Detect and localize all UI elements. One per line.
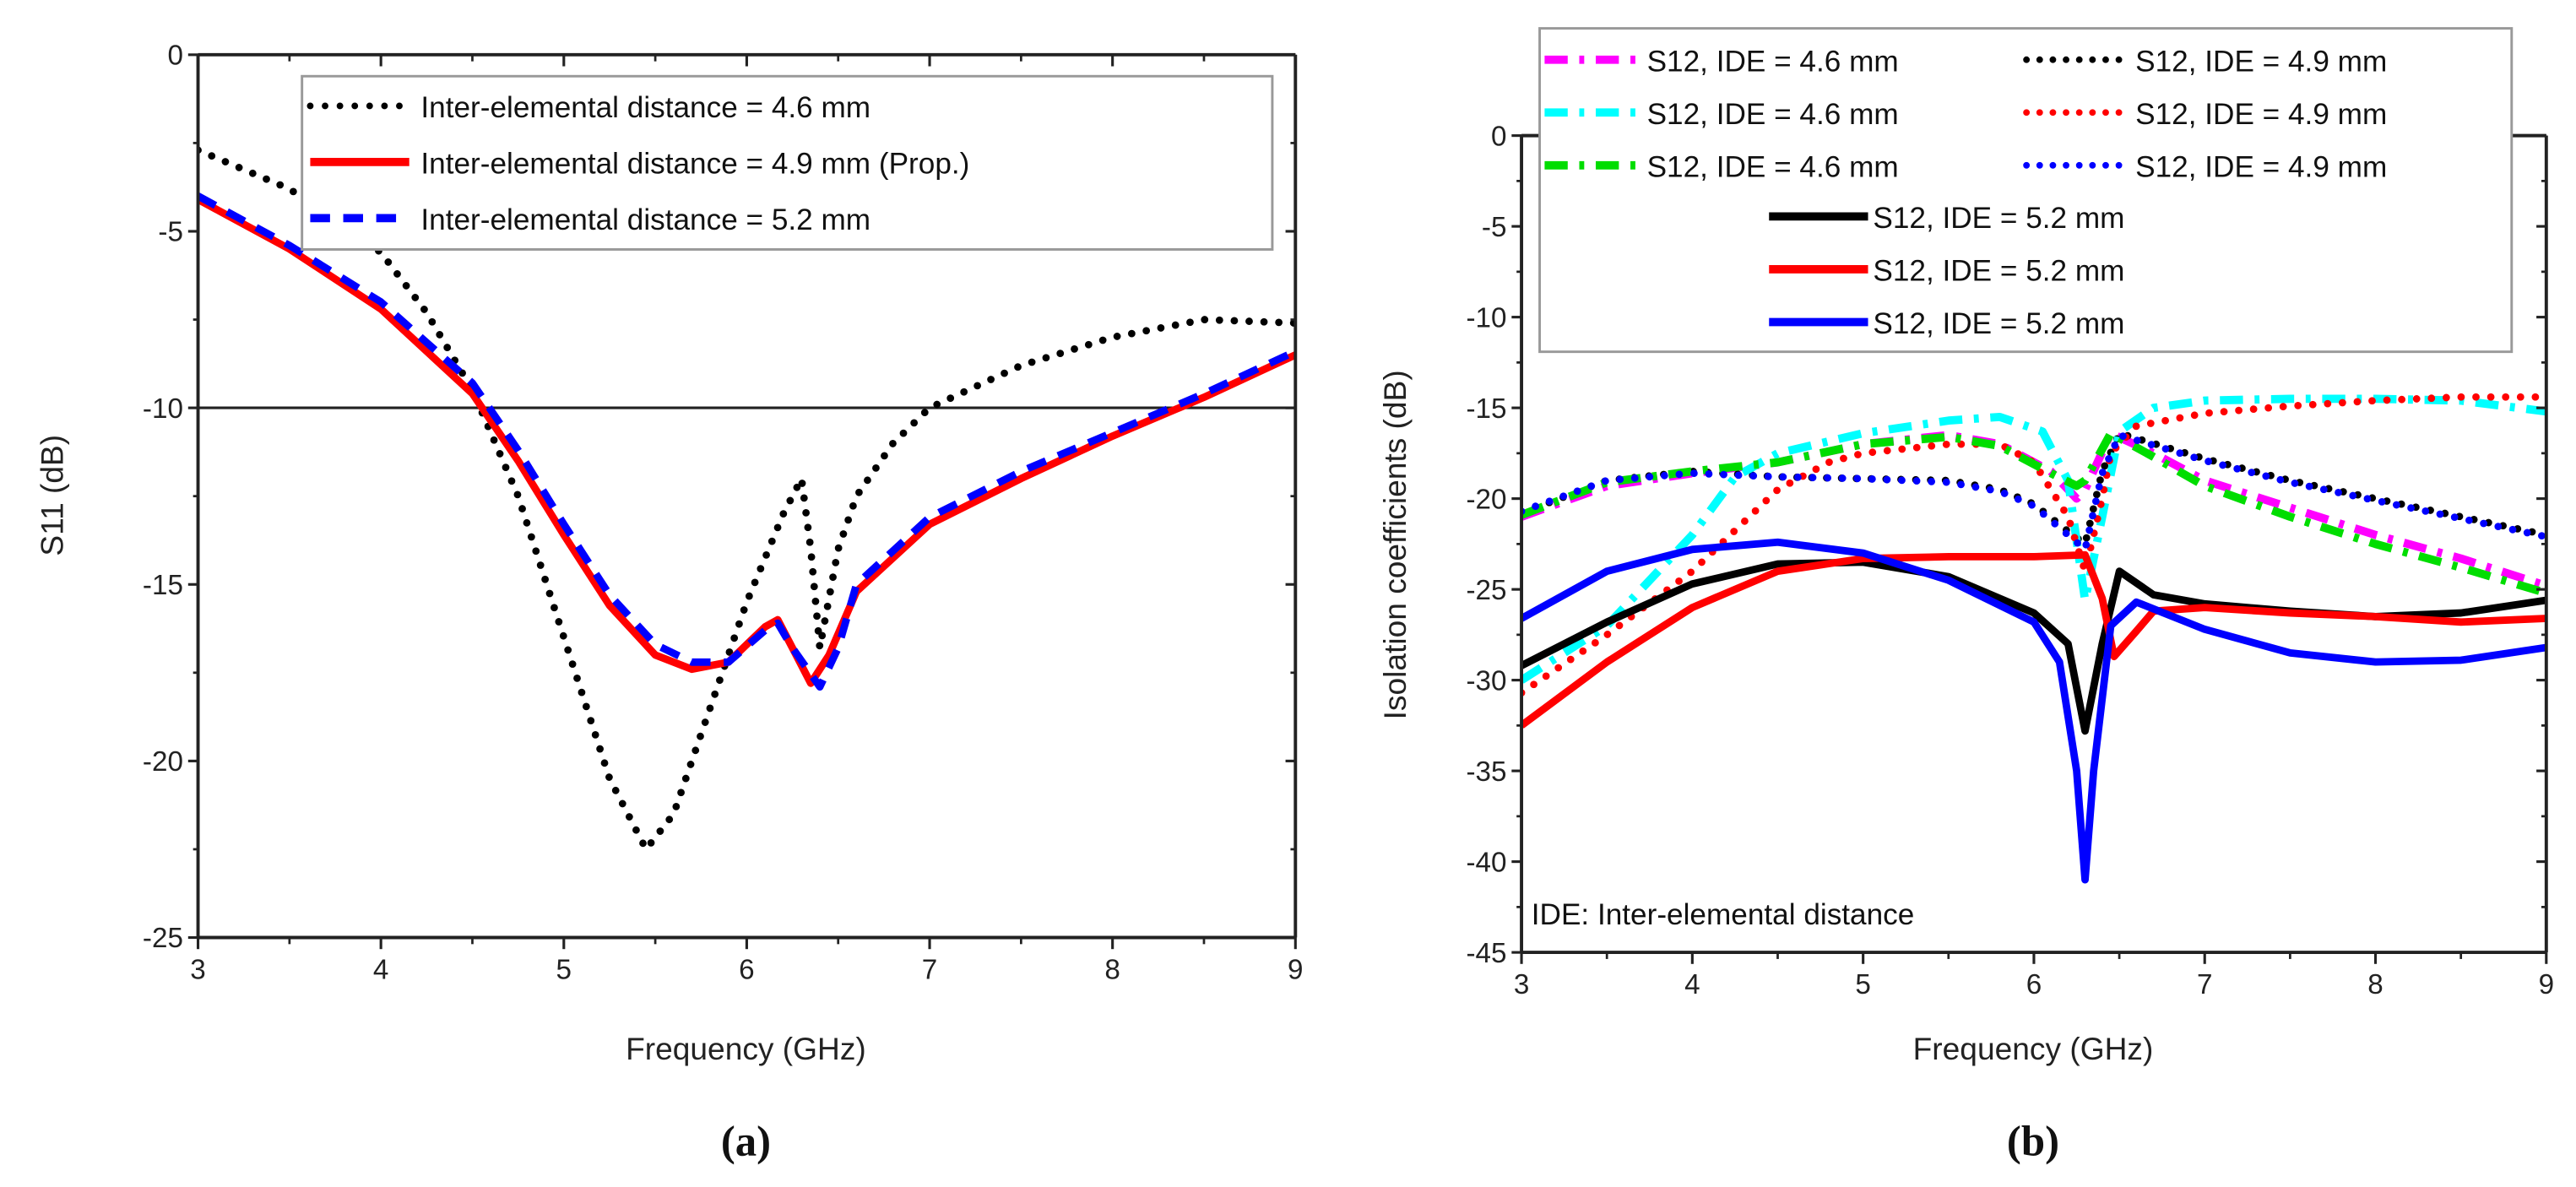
legend-label: S12, IDE = 4.9 mm — [2135, 98, 2387, 131]
panel-a-y-axis-title: S11 (dB) — [34, 435, 69, 556]
legend-entry: S12, IDE = 4.6 mm S12, IDE = 4.9 mm — [1544, 98, 2387, 131]
y-tick-label: -20 — [1466, 484, 1506, 515]
panel-a-chart: 3 4 5 6 7 8 9 0 -5 -10 -15 -20 -25 — [143, 41, 1304, 986]
panel-a-x-axis-title: Frequency (GHz) — [626, 1031, 866, 1066]
y-tick-label: -10 — [143, 393, 183, 425]
legend-entry: S12, IDE = 5.2 mm — [1769, 255, 2124, 288]
x-tick-label: 5 — [1855, 969, 1870, 1000]
legend-label: Inter-elemental distance = 5.2 mm — [420, 203, 870, 236]
legend-label: Inter-elemental distance = 4.9 mm (Prop.… — [420, 148, 969, 181]
series-line-6 — [1521, 431, 2546, 554]
legend-label: S12, IDE = 4.6 mm — [1647, 45, 1899, 78]
x-tick-label: 8 — [1104, 954, 1120, 985]
panel-b-annotation: IDE: Inter-elemental distance — [1532, 898, 1915, 931]
x-tick-label: 4 — [373, 954, 388, 985]
series-line-9 — [1521, 538, 2546, 884]
legend-entry: S12, IDE = 4.6 mm S12, IDE = 4.9 mm — [1544, 45, 2387, 78]
x-tick-label: 3 — [190, 954, 205, 985]
y-tick-label: -25 — [143, 923, 183, 954]
y-tick-label: -20 — [143, 746, 183, 778]
legend-entry: Inter-elemental distance = 4.9 mm (Prop.… — [310, 148, 969, 181]
y-tick-label: -15 — [143, 570, 183, 601]
legend-label: S12, IDE = 5.2 mm — [1873, 255, 2124, 288]
y-tick-label: 0 — [1491, 121, 1506, 152]
series-line-4 — [1521, 393, 2546, 697]
legend-entry: S12, IDE = 5.2 mm — [1769, 202, 2124, 235]
y-tick-label: -5 — [158, 217, 183, 248]
x-tick-label: 3 — [1514, 969, 1529, 1000]
y-tick-label: -45 — [1466, 938, 1506, 969]
series-line-1 — [198, 146, 1296, 854]
series-line-7 — [1521, 558, 2546, 735]
series-line-5 — [1521, 429, 2546, 598]
series-line-2 — [198, 196, 1296, 687]
x-tick-label: 6 — [739, 954, 754, 985]
series-line-1 — [1521, 429, 2546, 590]
y-tick-label: -5 — [1482, 212, 1507, 243]
x-tick-label: 9 — [2539, 969, 2554, 1000]
panel-a-legend: Inter-elemental distance = 4.6 mm Inter-… — [301, 74, 1274, 251]
x-tick-label: 6 — [2026, 969, 2042, 1000]
legend-entry: S12, IDE = 4.6 mm S12, IDE = 4.9 mm — [1544, 150, 2387, 183]
panel-b-chart: 3 4 5 6 7 8 9 0 -5 -10 -15 -20 -25 -30 -35 -40 -45 — [1466, 121, 2554, 1000]
series-line-2 — [1521, 429, 2546, 548]
y-tick-label: -40 — [1466, 847, 1506, 878]
x-tick-label: 9 — [1288, 954, 1303, 985]
legend-label: S12, IDE = 5.2 mm — [1873, 202, 2124, 235]
series-line-3 — [198, 192, 1296, 691]
legend-entry: Inter-elemental distance = 5.2 mm — [310, 203, 870, 236]
x-tick-label: 4 — [1684, 969, 1700, 1000]
x-tick-label: 7 — [922, 954, 937, 985]
legend-label: S12, IDE = 4.6 mm — [1647, 98, 1899, 131]
y-tick-label: -30 — [1466, 665, 1506, 696]
x-tick-label: 5 — [556, 954, 572, 985]
legend-label: S12, IDE = 4.6 mm — [1647, 150, 1899, 183]
y-tick-label: -25 — [1466, 575, 1506, 606]
x-tick-label: 8 — [2367, 969, 2383, 1000]
legend-entry: Inter-elemental distance = 4.6 mm — [306, 91, 870, 124]
panel-b-y-axis-title: Isolation coefficients (dB) — [1377, 370, 1413, 719]
y-tick-label: -10 — [1466, 302, 1506, 333]
panel-b-label: (b) — [2007, 1118, 2059, 1165]
series-line-3 — [1521, 394, 2546, 684]
legend-label: S12, IDE = 4.9 mm — [2135, 45, 2387, 78]
x-tick-label: 7 — [2197, 969, 2212, 1000]
legend-label: Inter-elemental distance = 4.6 mm — [420, 91, 870, 124]
panel-a-label: (a) — [721, 1118, 771, 1165]
legend-entry: S12, IDE = 5.2 mm — [1769, 307, 2124, 340]
y-tick-label: 0 — [167, 41, 182, 72]
y-tick-label: -15 — [1466, 393, 1506, 425]
y-tick-label: -35 — [1466, 756, 1506, 788]
series-line-8 — [1521, 550, 2546, 729]
legend-label: S12, IDE = 5.2 mm — [1873, 307, 2124, 340]
panel-b-legend: S12, IDE = 4.6 mm S12, IDE = 4.9 mm S12,… — [1538, 27, 2514, 354]
panel-b-x-axis-title: Frequency (GHz) — [1913, 1031, 2154, 1066]
legend-label: S12, IDE = 4.9 mm — [2135, 150, 2387, 183]
